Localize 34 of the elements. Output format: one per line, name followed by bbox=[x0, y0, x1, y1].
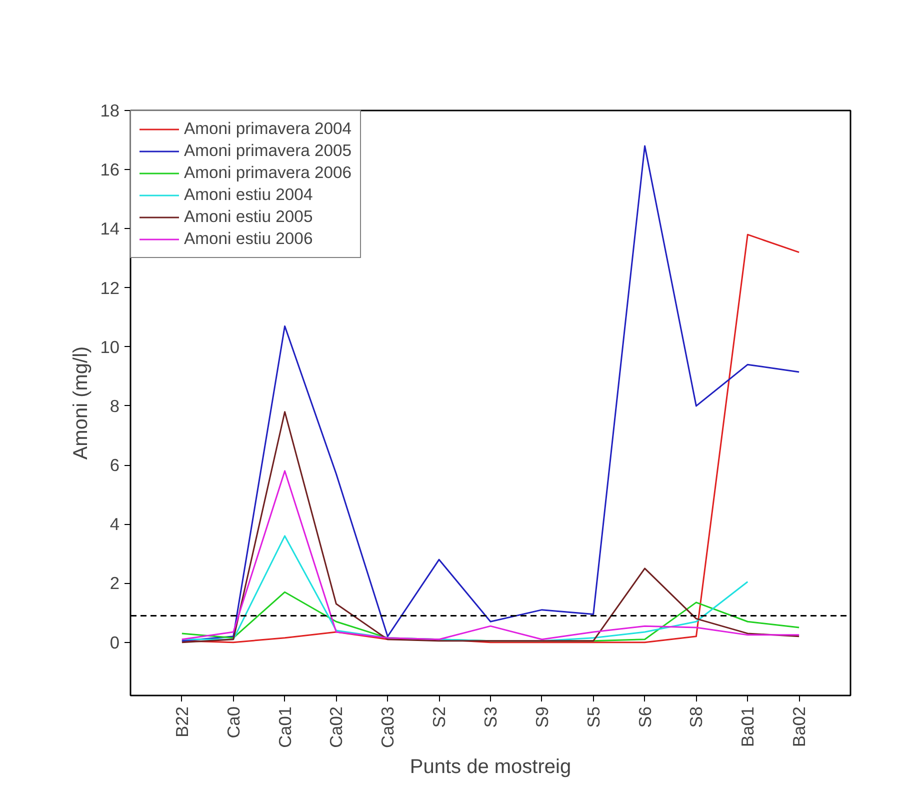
y-tick-label: 2 bbox=[110, 573, 120, 594]
x-tick-label: Ba02 bbox=[789, 706, 810, 747]
y-tick-label: 18 bbox=[100, 100, 120, 120]
x-tick-label: S2 bbox=[429, 706, 450, 728]
x-tick-label: Ca02 bbox=[326, 706, 346, 748]
legend-label: Amoni primavera 2006 bbox=[184, 163, 352, 183]
y-tick-label: 6 bbox=[110, 455, 120, 476]
y-tick-label: 8 bbox=[110, 396, 120, 416]
y-tick-label: 10 bbox=[100, 336, 120, 357]
x-tick-label: S9 bbox=[532, 706, 552, 728]
y-tick-label: 14 bbox=[100, 218, 120, 239]
x-axis-title: Punts de mostreig bbox=[410, 756, 572, 778]
line-series bbox=[181, 470, 800, 640]
legend-label: Amoni estiu 2004 bbox=[184, 185, 313, 205]
x-tick-label: S3 bbox=[480, 706, 500, 728]
line-series bbox=[181, 411, 800, 644]
legend-label: Amoni primavera 2004 bbox=[184, 119, 352, 139]
x-tick-label: S8 bbox=[686, 706, 706, 728]
line-series bbox=[181, 145, 800, 642]
x-tick-label: S6 bbox=[634, 706, 655, 728]
y-tick-label: 0 bbox=[110, 632, 120, 652]
x-tick-label: Ba01 bbox=[738, 706, 758, 747]
x-tick-label: Ca0 bbox=[223, 706, 244, 738]
legend-label: Amoni estiu 2005 bbox=[184, 207, 313, 227]
x-tick-label: Ca01 bbox=[274, 706, 295, 748]
x-tick-label: S5 bbox=[583, 706, 604, 728]
x-tick-label: Ca03 bbox=[378, 706, 398, 748]
y-tick-label: 12 bbox=[100, 278, 120, 298]
y-tick-label: 4 bbox=[110, 514, 120, 534]
legend-label: Amoni primavera 2005 bbox=[184, 141, 352, 161]
y-tick-label: 16 bbox=[100, 160, 120, 180]
legend-label: Amoni estiu 2006 bbox=[184, 229, 313, 249]
x-tick-label: B22 bbox=[172, 706, 192, 738]
y-axis-title: Amoni (mg/l) bbox=[70, 346, 92, 460]
